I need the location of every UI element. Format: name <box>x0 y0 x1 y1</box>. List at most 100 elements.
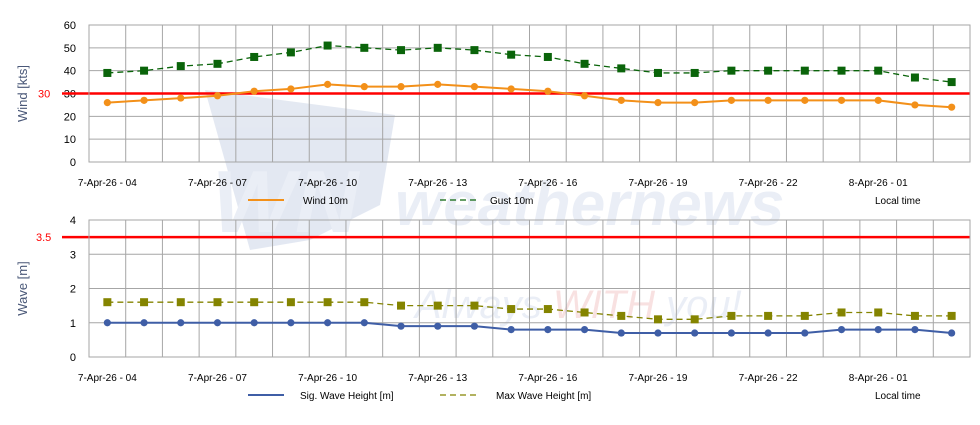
data-point <box>837 308 846 317</box>
data-point <box>727 329 735 337</box>
threshold-label: 30 <box>38 89 50 101</box>
data-point <box>617 311 626 320</box>
x-tick-label: 7-Apr-26 - 04 <box>78 373 137 384</box>
watermark-logo-shape <box>205 90 395 250</box>
x-tick-label: 7-Apr-26 - 07 <box>188 178 247 189</box>
data-point <box>103 319 111 327</box>
x-tick-label: 7-Apr-26 - 07 <box>188 373 247 384</box>
x-tick-label: 7-Apr-26 - 10 <box>298 373 357 384</box>
y-tick-label: 0 <box>70 352 76 364</box>
data-point <box>947 311 956 320</box>
data-point <box>470 83 479 91</box>
x-tick-label: 7-Apr-26 - 13 <box>408 373 467 384</box>
data-point <box>103 99 111 107</box>
x-axis-label: Local time <box>875 196 921 207</box>
y-tick-label: 20 <box>64 111 76 123</box>
y-tick-label: 0 <box>70 157 76 169</box>
data-point <box>544 326 552 334</box>
data-point <box>580 308 589 317</box>
data-point <box>434 322 442 330</box>
y-tick-label: 2 <box>70 284 76 296</box>
data-point <box>874 326 882 334</box>
data-point <box>507 326 515 334</box>
data-point <box>360 298 369 307</box>
y-axis-label: Wave [m] <box>15 261 30 315</box>
data-point <box>250 298 259 307</box>
data-point <box>470 46 479 55</box>
data-point <box>287 319 295 327</box>
data-point <box>433 301 442 310</box>
data-point <box>837 66 846 75</box>
data-point <box>800 311 809 320</box>
data-point <box>727 66 736 75</box>
x-axis-label: Local time <box>875 391 921 402</box>
data-point <box>213 92 222 100</box>
data-point <box>286 48 295 57</box>
data-point <box>911 326 919 334</box>
x-tick-label: 7-Apr-26 - 22 <box>739 178 798 189</box>
data-point <box>103 298 112 307</box>
data-point <box>213 319 222 327</box>
data-point <box>874 308 883 317</box>
data-point <box>948 103 956 111</box>
data-point <box>948 329 956 337</box>
data-point <box>910 311 919 320</box>
data-point <box>324 80 332 88</box>
data-point <box>580 59 589 68</box>
legend-label: Wind 10m <box>303 196 348 207</box>
data-point <box>507 305 516 314</box>
data-point <box>140 298 149 307</box>
x-tick-label: 7-Apr-26 - 19 <box>629 373 688 384</box>
data-point <box>213 298 222 307</box>
data-point <box>140 319 148 327</box>
data-point <box>543 52 552 61</box>
data-point <box>360 83 368 91</box>
x-tick-label: 8-Apr-26 - 01 <box>849 373 908 384</box>
data-point <box>691 329 699 337</box>
data-point <box>177 319 185 327</box>
data-point <box>617 329 625 337</box>
legend-label: Sig. Wave Height [m] <box>300 391 394 402</box>
data-point <box>434 80 442 88</box>
series-line-max-wave-height-m- <box>107 301 952 320</box>
data-point <box>250 52 259 61</box>
x-tick-label: 8-Apr-26 - 01 <box>849 178 908 189</box>
data-point <box>764 66 773 75</box>
data-point <box>140 96 148 104</box>
x-tick-label: 7-Apr-26 - 10 <box>298 178 357 189</box>
data-point <box>250 87 258 95</box>
y-tick-label: 10 <box>64 134 76 146</box>
data-point <box>580 326 589 334</box>
data-point <box>360 319 368 327</box>
data-point <box>323 41 332 50</box>
data-point <box>800 66 809 75</box>
data-point <box>103 68 112 77</box>
data-point <box>176 298 185 307</box>
data-point <box>543 305 552 314</box>
threshold-label: 3.5 <box>36 232 51 244</box>
data-point <box>360 43 369 52</box>
series-line-gust-10m <box>107 44 952 83</box>
data-point <box>911 101 919 109</box>
data-point <box>947 78 956 87</box>
data-point <box>874 96 882 104</box>
x-tick-label: 7-Apr-26 - 22 <box>739 373 798 384</box>
wave-panel: 0 1 2 3 4 Wave [m] 3.5 7-Apr-26 - 04 7-Apr-26 - … <box>15 215 971 402</box>
data-point <box>654 329 662 337</box>
plot-border <box>88 219 971 358</box>
data-point <box>507 50 516 59</box>
data-point <box>801 96 809 104</box>
data-point <box>874 66 883 75</box>
data-point <box>801 329 809 337</box>
data-point <box>213 59 222 68</box>
y-tick-label: 50 <box>64 43 76 55</box>
data-point <box>433 43 442 52</box>
data-point <box>177 94 185 102</box>
data-point <box>397 46 406 55</box>
data-point <box>470 322 479 330</box>
data-point <box>617 64 626 73</box>
data-point <box>764 96 772 104</box>
y-axis-label: Wind [kts] <box>15 65 30 122</box>
data-point <box>287 85 295 93</box>
